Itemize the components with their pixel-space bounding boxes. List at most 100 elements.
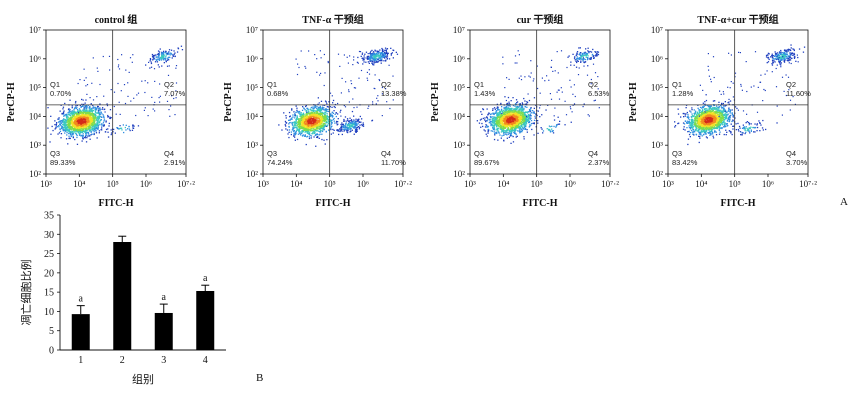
event-point bbox=[288, 119, 290, 121]
event-point bbox=[76, 117, 78, 119]
event-point bbox=[310, 127, 312, 129]
event-point bbox=[60, 121, 62, 123]
event-point bbox=[321, 126, 323, 128]
event-point bbox=[93, 126, 95, 128]
event-point bbox=[68, 132, 70, 135]
event-point bbox=[303, 128, 306, 131]
event-point bbox=[322, 112, 324, 115]
event-point bbox=[92, 99, 95, 101]
event-point bbox=[87, 119, 90, 122]
event-point bbox=[385, 59, 387, 61]
event-point bbox=[308, 112, 310, 114]
event-point bbox=[81, 130, 84, 132]
event-point bbox=[60, 127, 63, 129]
event-point bbox=[316, 136, 318, 138]
event-point bbox=[125, 129, 127, 131]
event-point bbox=[380, 62, 382, 64]
event-point bbox=[301, 129, 304, 132]
event-point bbox=[502, 129, 504, 131]
event-point bbox=[493, 107, 496, 109]
event-point bbox=[163, 58, 165, 60]
event-point bbox=[167, 58, 169, 60]
event-point bbox=[322, 120, 324, 122]
event-point bbox=[508, 119, 511, 121]
event-point bbox=[159, 83, 161, 85]
event-point bbox=[316, 128, 319, 130]
event-point bbox=[330, 120, 332, 122]
event-point bbox=[79, 119, 81, 121]
event-point bbox=[97, 117, 99, 119]
event-point bbox=[102, 116, 104, 118]
event-point bbox=[508, 104, 510, 106]
event-point bbox=[488, 129, 490, 131]
event-point bbox=[510, 109, 512, 111]
event-point bbox=[62, 124, 64, 126]
event-point bbox=[161, 53, 163, 55]
event-point bbox=[315, 126, 318, 129]
event-point bbox=[74, 120, 76, 123]
event-point bbox=[81, 122, 83, 124]
event-point bbox=[92, 114, 94, 116]
event-point bbox=[98, 115, 101, 117]
event-point bbox=[151, 96, 153, 98]
quadrant-name: Q3 bbox=[50, 149, 60, 158]
event-point bbox=[141, 80, 143, 82]
event-point bbox=[319, 74, 321, 76]
event-point bbox=[375, 56, 377, 58]
event-point bbox=[159, 101, 161, 103]
event-point bbox=[82, 130, 84, 133]
event-point bbox=[308, 119, 311, 121]
event-point bbox=[132, 54, 134, 56]
event-point bbox=[526, 116, 528, 119]
event-point bbox=[482, 125, 484, 128]
event-point bbox=[137, 92, 140, 94]
event-point bbox=[330, 121, 333, 124]
event-point bbox=[70, 128, 72, 130]
event-point bbox=[278, 124, 280, 126]
event-point bbox=[300, 114, 302, 117]
event-point bbox=[493, 138, 496, 141]
event-point bbox=[64, 114, 67, 116]
event-point bbox=[311, 118, 313, 120]
event-point bbox=[312, 115, 314, 118]
event-point bbox=[309, 115, 311, 117]
event-point bbox=[296, 117, 298, 119]
event-point bbox=[292, 124, 294, 126]
event-point bbox=[176, 51, 179, 53]
event-point bbox=[288, 123, 290, 125]
event-point bbox=[359, 51, 362, 53]
event-point bbox=[306, 111, 308, 113]
event-point bbox=[73, 129, 75, 132]
event-point bbox=[154, 61, 157, 63]
event-point bbox=[104, 131, 107, 133]
event-point bbox=[155, 59, 158, 61]
event-point bbox=[330, 123, 333, 125]
event-point bbox=[375, 103, 377, 105]
event-point bbox=[324, 118, 326, 120]
event-point bbox=[357, 62, 359, 64]
event-point bbox=[350, 128, 352, 130]
event-point bbox=[307, 127, 309, 129]
event-point bbox=[299, 124, 301, 126]
event-point bbox=[328, 116, 330, 118]
event-point bbox=[95, 109, 98, 111]
event-point bbox=[86, 130, 88, 132]
event-point bbox=[386, 53, 389, 55]
event-point bbox=[530, 115, 532, 117]
event-point bbox=[105, 121, 107, 123]
event-point bbox=[516, 123, 518, 125]
event-point bbox=[498, 114, 500, 116]
event-point bbox=[344, 126, 346, 128]
event-point bbox=[95, 130, 97, 132]
event-point bbox=[382, 55, 384, 58]
x-tick-label: 10⁶ bbox=[140, 179, 152, 189]
event-point bbox=[375, 50, 377, 52]
event-point bbox=[71, 128, 73, 130]
event-point bbox=[518, 113, 520, 116]
event-point bbox=[313, 136, 315, 138]
event-point bbox=[330, 125, 332, 128]
event-points bbox=[476, 47, 600, 144]
event-point bbox=[533, 123, 535, 125]
event-point bbox=[152, 59, 154, 61]
event-point bbox=[507, 120, 510, 123]
